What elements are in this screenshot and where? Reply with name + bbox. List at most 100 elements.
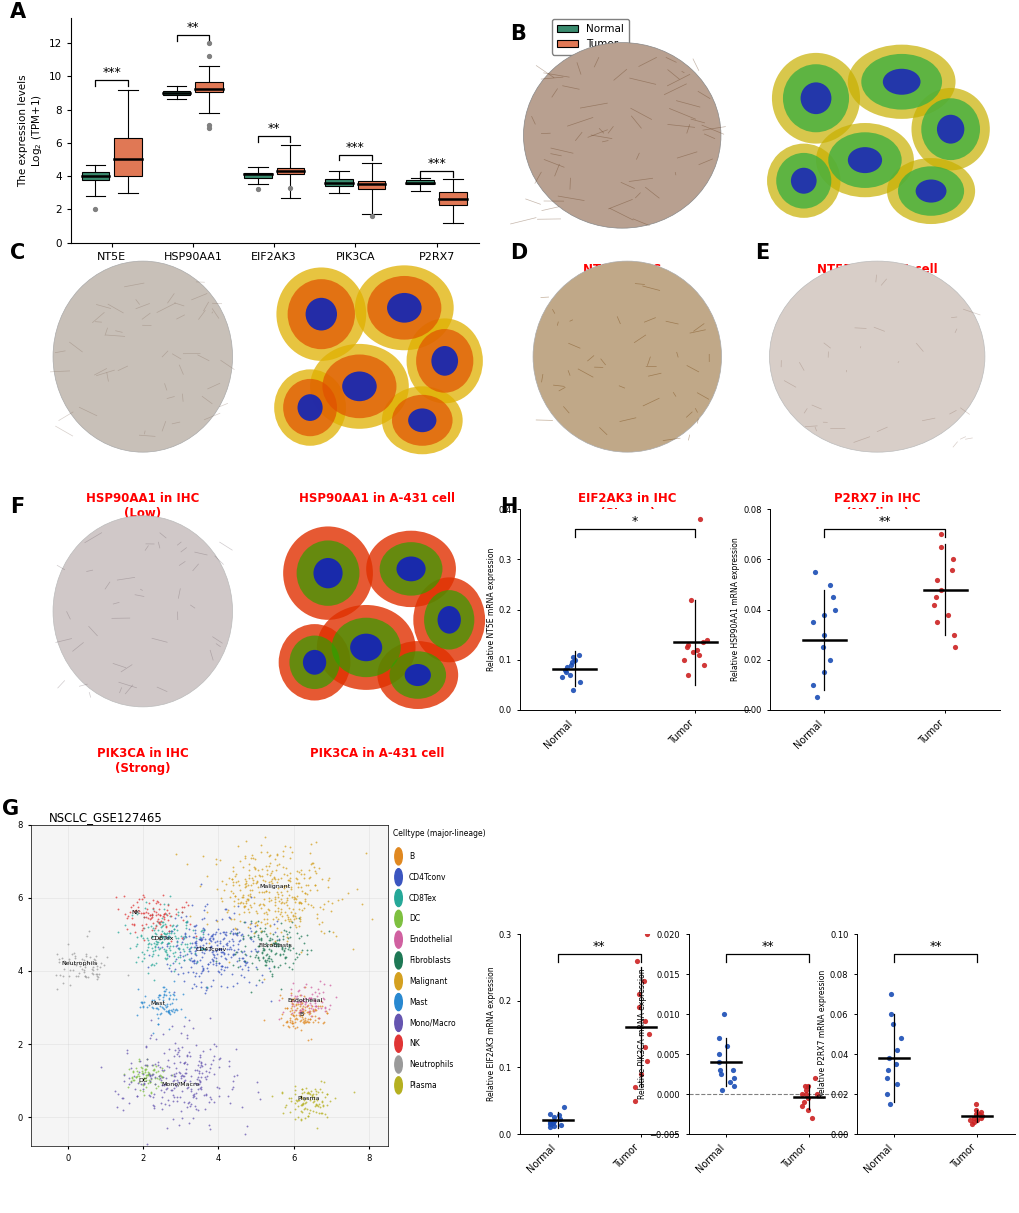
Point	[247, 923, 263, 943]
Ellipse shape	[936, 115, 963, 143]
Point	[261, 889, 277, 909]
Point	[245, 870, 261, 889]
Point	[307, 832, 323, 852]
Point	[297, 1001, 313, 1020]
Point	[180, 939, 197, 958]
Point	[147, 1054, 163, 1074]
Point	[177, 906, 194, 926]
Point	[192, 1046, 208, 1065]
Point	[136, 1074, 152, 1093]
Point	[205, 929, 221, 949]
Point	[130, 1072, 147, 1092]
Point	[136, 1086, 152, 1105]
Ellipse shape	[897, 166, 963, 216]
Point	[250, 927, 266, 946]
Point	[215, 936, 231, 956]
Point	[302, 881, 318, 900]
Point	[282, 911, 299, 930]
Point	[160, 928, 176, 947]
Point	[155, 985, 171, 1004]
Point	[302, 1009, 318, 1029]
Point	[258, 934, 274, 953]
Point	[153, 924, 169, 944]
Text: Malignant: Malignant	[409, 976, 447, 986]
Point	[228, 951, 245, 970]
Point	[261, 916, 277, 935]
Point	[168, 921, 184, 940]
Point	[271, 892, 287, 911]
Point	[125, 895, 142, 915]
Point	[300, 1083, 316, 1103]
Point	[173, 1037, 190, 1057]
Point	[293, 993, 310, 1013]
Point	[138, 892, 154, 911]
Point	[305, 1092, 321, 1111]
Point	[274, 938, 290, 957]
Point	[301, 1001, 317, 1020]
Point	[310, 1008, 326, 1027]
Point	[312, 1080, 328, 1099]
Bar	[407, 181, 434, 184]
Point	[228, 919, 245, 939]
Point	[177, 1060, 194, 1080]
Point	[130, 1074, 147, 1093]
Text: B: B	[299, 1013, 303, 1018]
Point	[239, 900, 256, 919]
Point	[308, 996, 324, 1015]
Point	[311, 997, 327, 1016]
Point	[157, 997, 173, 1016]
Point	[281, 848, 298, 867]
Point	[249, 871, 265, 890]
Point	[203, 932, 219, 951]
Point	[797, 1084, 813, 1104]
Point	[253, 928, 269, 947]
Point	[167, 1040, 183, 1059]
Point	[283, 887, 300, 906]
Point	[150, 1061, 166, 1081]
Point	[176, 1071, 193, 1090]
Point	[265, 957, 281, 976]
Point	[253, 929, 269, 949]
Point	[225, 935, 242, 955]
Text: NT5E in IHC
(Strong): NT5E in IHC (Strong)	[583, 263, 660, 291]
Point	[187, 1035, 204, 1054]
Point	[562, 655, 579, 674]
Point	[167, 1076, 183, 1095]
Point	[550, 1106, 567, 1126]
Point	[301, 1002, 317, 1021]
Point	[152, 1057, 168, 1076]
Point	[291, 1002, 308, 1021]
Text: ***: ***	[427, 158, 445, 170]
Point	[148, 934, 164, 953]
Point	[202, 930, 218, 950]
Point	[146, 1097, 162, 1116]
Point	[303, 998, 319, 1018]
Point	[296, 865, 312, 884]
Point	[696, 655, 712, 674]
Point	[553, 667, 570, 687]
Point	[310, 996, 326, 1015]
Point	[280, 870, 297, 889]
Point	[321, 995, 337, 1014]
Point	[150, 909, 166, 928]
Point	[179, 1046, 196, 1065]
Point	[266, 887, 282, 906]
Point	[141, 945, 157, 964]
Point	[281, 871, 298, 890]
Point	[269, 884, 285, 904]
Point	[148, 1063, 164, 1082]
Point	[146, 1084, 162, 1104]
Point	[291, 912, 308, 932]
Point	[276, 939, 292, 958]
Point	[274, 1004, 290, 1024]
Point	[286, 1093, 303, 1112]
Point	[138, 1059, 154, 1078]
Ellipse shape	[771, 53, 859, 143]
Point	[182, 1081, 199, 1100]
Point	[129, 927, 146, 946]
Point	[156, 929, 172, 949]
Point	[154, 912, 170, 932]
Point	[60, 934, 76, 953]
Text: Plasma: Plasma	[409, 1081, 436, 1089]
Point	[186, 945, 203, 964]
